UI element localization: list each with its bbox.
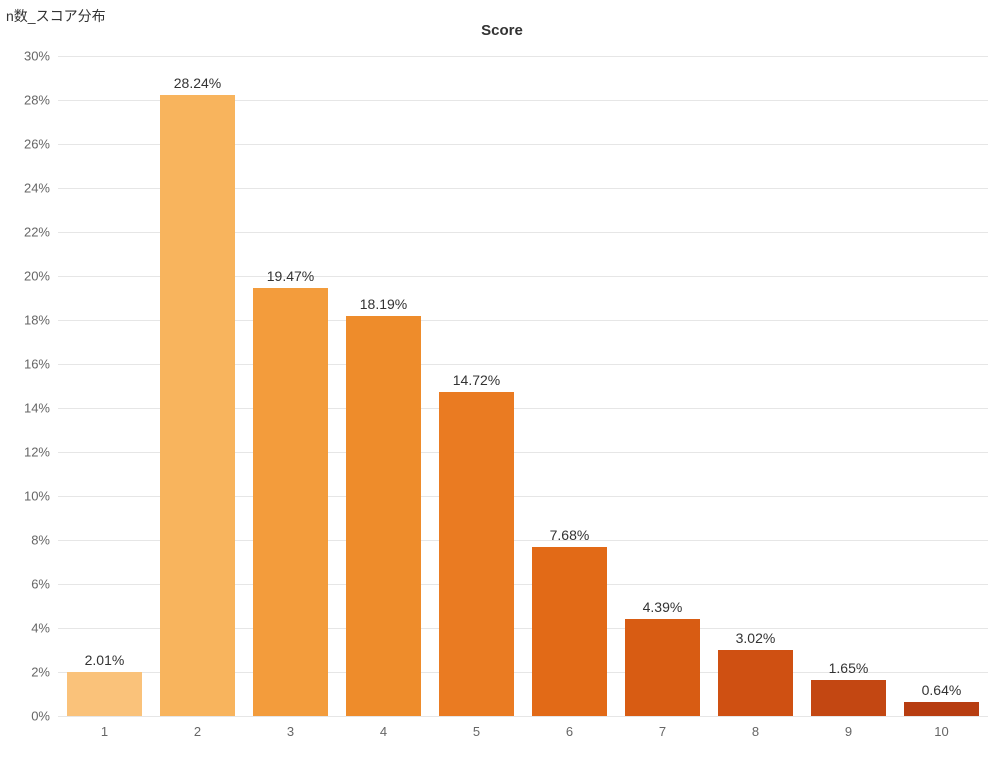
y-tick-label: 4% — [31, 621, 50, 636]
y-tick-label: 12% — [24, 445, 50, 460]
bar-value-label: 1.65% — [829, 660, 869, 676]
bar-value-label: 0.64% — [922, 682, 962, 698]
gridline — [58, 716, 988, 717]
x-tick-label: 8 — [752, 724, 759, 739]
y-tick-label: 26% — [24, 137, 50, 152]
gridline — [58, 56, 988, 57]
y-tick-label: 22% — [24, 225, 50, 240]
x-tick-label: 2 — [194, 724, 201, 739]
x-tick-label: 6 — [566, 724, 573, 739]
x-tick-label: 5 — [473, 724, 480, 739]
x-tick-label: 4 — [380, 724, 387, 739]
bar-value-label: 18.19% — [360, 296, 407, 312]
bar: 14.72% — [439, 392, 513, 716]
y-tick-label: 10% — [24, 489, 50, 504]
y-tick-label: 28% — [24, 93, 50, 108]
x-tick-label: 7 — [659, 724, 666, 739]
y-tick-label: 8% — [31, 533, 50, 548]
bar-value-label: 4.39% — [643, 599, 683, 615]
y-tick-label: 2% — [31, 665, 50, 680]
bar: 7.68% — [532, 547, 606, 716]
chart-title: Score — [0, 22, 1004, 39]
bar-value-label: 28.24% — [174, 75, 221, 91]
y-tick-label: 18% — [24, 313, 50, 328]
bar: 1.65% — [811, 680, 885, 716]
bar-value-label: 3.02% — [736, 630, 776, 646]
bar-value-label: 7.68% — [550, 527, 590, 543]
y-tick-label: 20% — [24, 269, 50, 284]
y-tick-label: 16% — [24, 357, 50, 372]
bar-value-label: 19.47% — [267, 268, 314, 284]
x-tick-label: 3 — [287, 724, 294, 739]
bar-value-label: 2.01% — [85, 652, 125, 668]
y-tick-label: 14% — [24, 401, 50, 416]
bar: 19.47% — [253, 288, 327, 716]
y-tick-label: 30% — [24, 49, 50, 64]
bar-value-label: 14.72% — [453, 372, 500, 388]
bar: 28.24% — [160, 95, 234, 716]
y-tick-label: 0% — [31, 709, 50, 724]
bar: 3.02% — [718, 650, 792, 716]
x-tick-label: 1 — [101, 724, 108, 739]
x-tick-label: 9 — [845, 724, 852, 739]
chart-plot-area: 0%2%4%6%8%10%12%14%16%18%20%22%24%26%28%… — [58, 56, 988, 716]
bar: 0.64% — [904, 702, 978, 716]
y-tick-label: 6% — [31, 577, 50, 592]
bar: 4.39% — [625, 619, 699, 716]
bar: 2.01% — [67, 672, 141, 716]
x-tick-label: 10 — [934, 724, 948, 739]
y-tick-label: 24% — [24, 181, 50, 196]
bar: 18.19% — [346, 316, 420, 716]
